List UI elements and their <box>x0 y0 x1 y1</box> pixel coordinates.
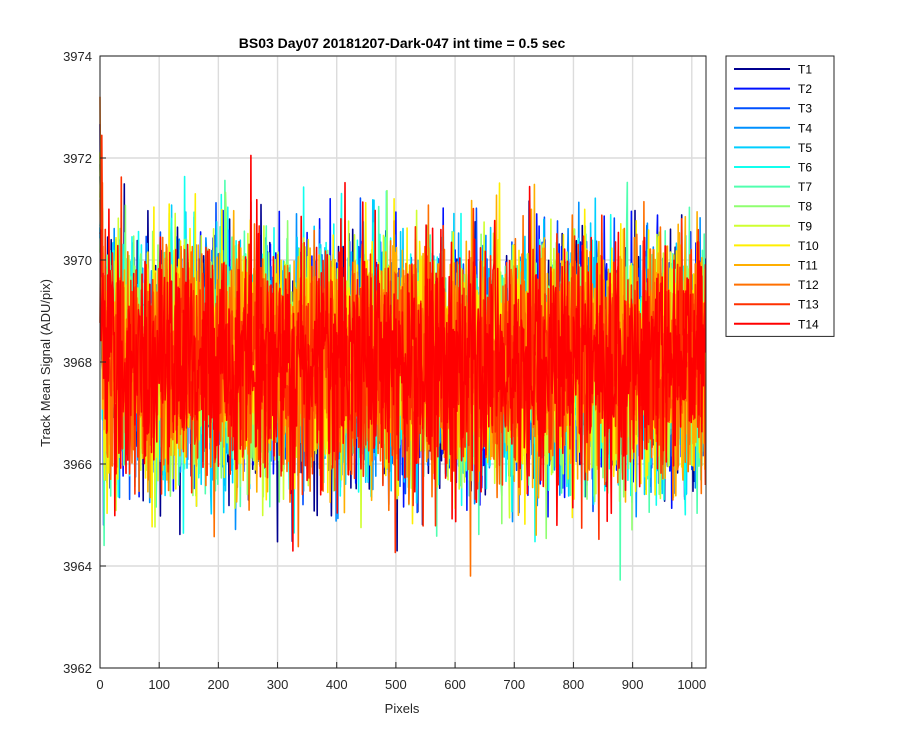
legend-label: T4 <box>798 121 812 135</box>
legend-label: T6 <box>798 161 812 175</box>
x-tick-label: 800 <box>563 677 585 692</box>
chart-title: BS03 Day07 20181207-Dark-047 int time = … <box>239 35 566 51</box>
legend-label: T8 <box>798 200 812 214</box>
x-tick-label: 100 <box>148 677 170 692</box>
series-layer <box>99 96 707 581</box>
legend-label: T12 <box>798 278 819 292</box>
x-tick-label: 400 <box>326 677 348 692</box>
y-tick-label: 3970 <box>63 253 92 268</box>
x-axis: 0 100 200 300 400 500 600 700 800 900 1000 <box>96 662 706 692</box>
x-tick-label: 600 <box>444 677 466 692</box>
x-tick-label: 700 <box>503 677 525 692</box>
x-tick-label: 0 <box>96 677 103 692</box>
legend-label: T5 <box>798 141 812 155</box>
legend-label: T9 <box>798 219 812 233</box>
y-tick-label: 3966 <box>63 457 92 472</box>
legend-label: T14 <box>798 317 819 331</box>
y-tick-label: 3962 <box>63 661 92 676</box>
x-tick-label: 1000 <box>677 677 706 692</box>
x-tick-label: 300 <box>267 677 289 692</box>
legend: T1 T2 T3 T4 T5 T6 T7 T8 T9 T10 T11 T12 T13 T14 <box>725 55 835 337</box>
legend-box <box>725 55 835 337</box>
y-tick-label: 3964 <box>63 559 92 574</box>
x-tick-label: 900 <box>622 677 644 692</box>
y-tick-label: 3972 <box>63 151 92 166</box>
y-tick-label: 3968 <box>63 355 92 370</box>
legend-label: T13 <box>798 298 819 312</box>
series-line-t14 <box>99 154 707 552</box>
y-axis: 3962 3964 3966 3968 3970 3972 3974 <box>63 49 106 676</box>
y-tick-label: 3974 <box>63 49 92 64</box>
legend-label: T7 <box>798 180 812 194</box>
legend-label: T2 <box>798 82 812 96</box>
y-axis-label: Track Mean Signal (ADU/pix) <box>38 279 53 447</box>
legend-label: T11 <box>798 259 818 273</box>
legend-label: T1 <box>798 63 812 77</box>
legend-label: T10 <box>798 239 819 253</box>
x-tick-label: 500 <box>385 677 407 692</box>
x-axis-label: Pixels <box>385 701 420 716</box>
legend-label: T3 <box>798 102 812 116</box>
x-tick-label: 200 <box>208 677 230 692</box>
